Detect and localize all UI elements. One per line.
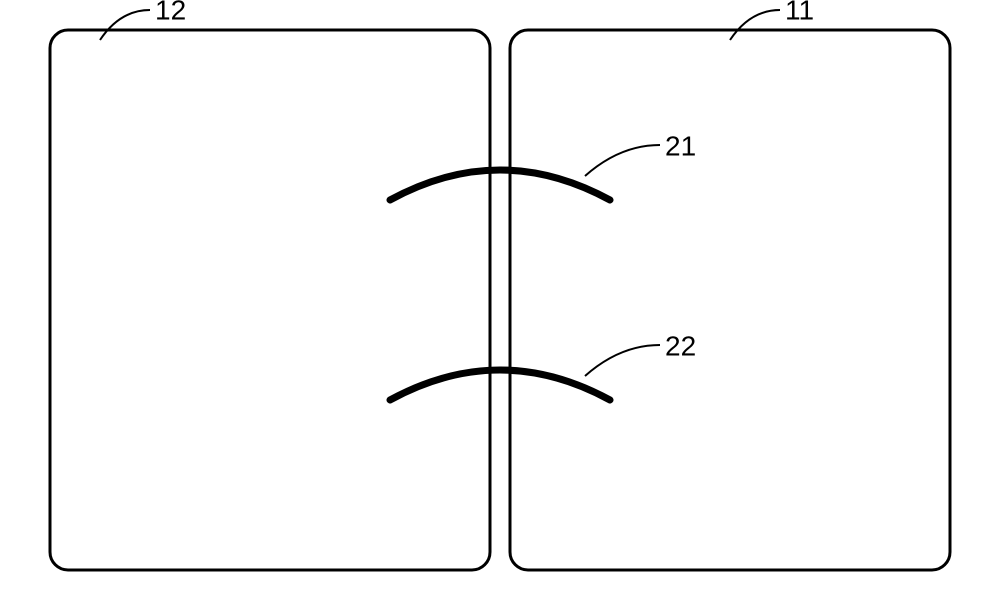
diagram-svg: 12 11 21 22 — [0, 0, 1000, 601]
label-arc_upper: 21 — [665, 130, 696, 161]
label-arc_lower: 22 — [665, 330, 696, 361]
diagram-root: 12 11 21 22 — [0, 0, 1000, 601]
panel-right — [510, 30, 950, 570]
label-top_left: 12 — [155, 0, 186, 25]
panel-left — [50, 30, 490, 570]
label-top_right: 11 — [785, 0, 814, 25]
